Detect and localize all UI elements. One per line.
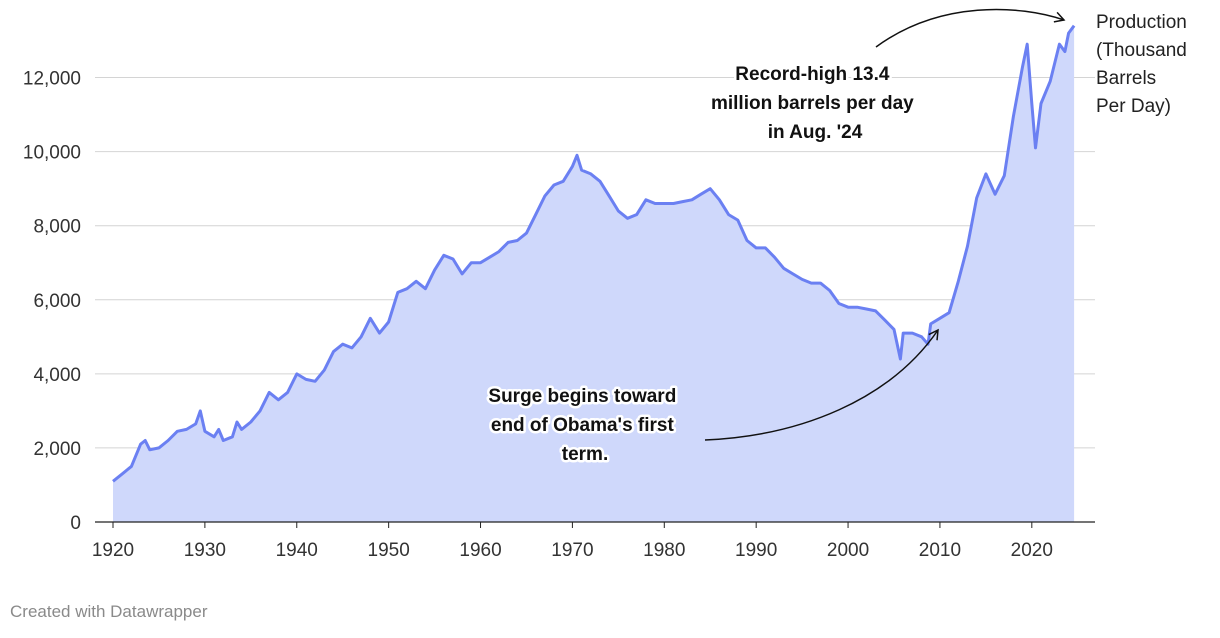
series-label-line-1: Production	[1096, 12, 1187, 33]
x-tick-label: 1950	[368, 540, 410, 561]
x-tick-label: 1970	[551, 540, 593, 561]
y-tick-label: 6,000	[33, 291, 81, 312]
x-tick-label: 1960	[459, 540, 501, 561]
footer-credit: Created with Datawrapper	[10, 602, 208, 621]
series-label-line-2: (Thousand	[1096, 40, 1187, 61]
annotation-record-high-line-1: Record-high 13.4	[735, 64, 890, 85]
series-line	[112, 24, 1076, 483]
x-tick-label: 2010	[919, 540, 961, 561]
y-tick-label: 2,000	[33, 439, 81, 460]
annotation-record-high-line-3: in Aug. '24	[768, 122, 863, 143]
x-tick-label: 1930	[184, 540, 226, 561]
series-label: Production (Thousand Barrels Per Day)	[1096, 12, 1192, 117]
x-tick-label: 1920	[92, 540, 134, 561]
annotation-surge-arrow	[704, 328, 939, 441]
y-axis-ticks: 0 2,000 4,000 6,000 8,000 10,000 12,000	[23, 69, 81, 534]
annotation-surge-text: Surge begins toward end of Obama's first…	[488, 386, 681, 465]
x-axis-ticks: 1920 1930 1940 1950 1960 1970 1980 1990 2000 2010…	[92, 522, 1053, 561]
x-tick-label: 2020	[1011, 540, 1053, 561]
y-tick-label: 4,000	[33, 365, 81, 386]
annotation-record-high: Record-high 13.4 million barrels per day…	[708, 8, 1066, 146]
annotation-record-high-arrow	[875, 8, 1066, 48]
series-label-line-4: Per Day)	[1096, 96, 1171, 117]
y-tick-label: 0	[70, 513, 81, 534]
y-tick-label: 12,000	[23, 69, 81, 90]
x-tick-label: 1990	[735, 540, 777, 561]
series-area-fill	[113, 25, 1075, 522]
x-tick-label: 2000	[827, 540, 869, 561]
y-tick-label: 8,000	[33, 217, 81, 238]
annotation-record-high-text: Record-high 13.4 million barrels per day…	[711, 64, 919, 143]
annotation-record-high-line-2: million barrels per day	[711, 93, 914, 114]
annotation-surge-line-3: term.	[562, 444, 608, 465]
annotation-surge-line-2: end of Obama's first	[491, 415, 675, 436]
y-tick-label: 10,000	[23, 143, 81, 164]
x-tick-label: 1940	[276, 540, 318, 561]
annotation-surge-line-1: Surge begins toward	[488, 386, 676, 407]
x-tick-label: 1980	[643, 540, 685, 561]
annotation-surge: Surge begins toward end of Obama's first…	[486, 328, 939, 468]
series-label-line-3: Barrels	[1096, 68, 1156, 89]
